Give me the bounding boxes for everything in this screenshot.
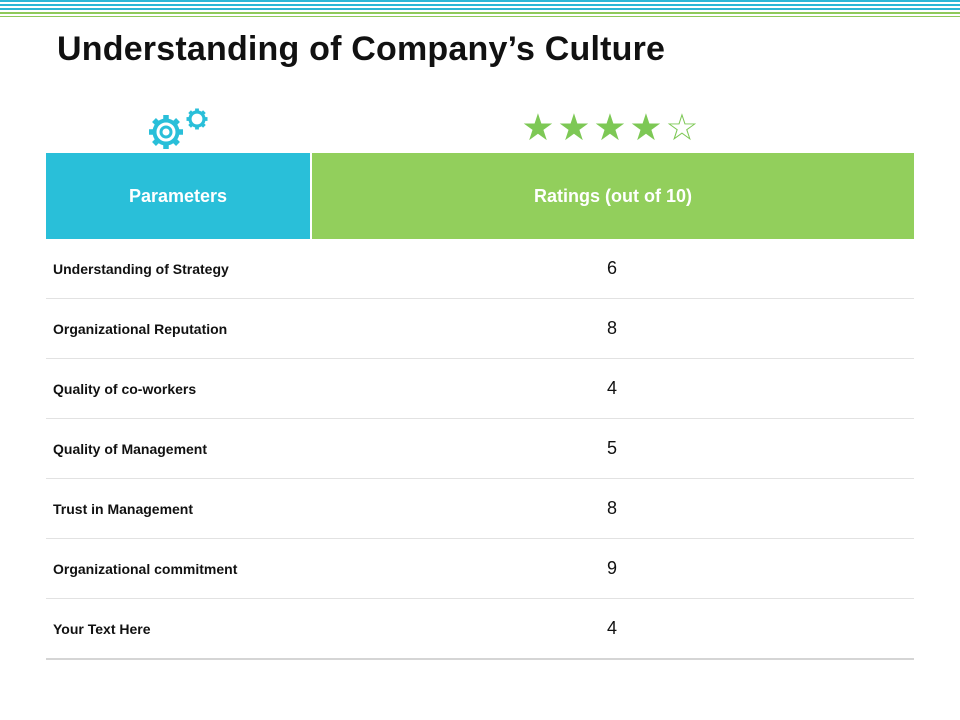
table-row: Trust in Management 8 xyxy=(46,479,914,539)
parameter-cell: Your Text Here xyxy=(53,620,151,637)
star-filled-icon: ★ xyxy=(593,106,627,149)
header-parameters: Parameters xyxy=(46,153,310,239)
table-row: Organizational commitment 9 xyxy=(46,539,914,599)
rating-cell: 4 xyxy=(606,378,617,398)
star-rating-icon: ★★★★☆ xyxy=(520,108,700,148)
star-filled-icon: ★ xyxy=(521,106,555,149)
table-header: Parameters Ratings (out of 10) xyxy=(46,153,914,239)
top-decorative-lines xyxy=(0,0,960,20)
table-row: Quality of co-workers 4 xyxy=(46,359,914,419)
star-filled-icon: ★ xyxy=(557,106,591,149)
rating-cell: 8 xyxy=(606,498,617,518)
star-filled-icon: ★ xyxy=(629,106,663,149)
parameter-cell: Quality of Management xyxy=(53,440,208,457)
parameter-cell: Organizational Reputation xyxy=(53,320,228,337)
gears-icon xyxy=(149,108,208,149)
table-row: Your Text Here 4 xyxy=(46,599,914,660)
table-row: Understanding of Strategy 6 xyxy=(46,239,914,299)
header-ratings: Ratings (out of 10) xyxy=(310,153,914,239)
parameter-cell: Quality of co-workers xyxy=(53,380,197,397)
rating-cell: 8 xyxy=(606,318,617,338)
rating-cell: 6 xyxy=(606,258,617,278)
rating-cell: 4 xyxy=(606,618,617,638)
star-empty-icon: ☆ xyxy=(665,106,699,149)
page-title: Understanding of Company’s Culture xyxy=(57,30,666,68)
parameter-cell: Trust in Management xyxy=(53,500,194,517)
rating-cell: 9 xyxy=(606,558,617,578)
table-row: Quality of Management 5 xyxy=(46,419,914,479)
parameter-cell: Understanding of Strategy xyxy=(53,260,229,277)
culture-ratings-table: Parameters Ratings (out of 10) Understan… xyxy=(46,153,914,660)
rating-cell: 5 xyxy=(606,438,617,458)
table-row: Organizational Reputation 8 xyxy=(46,299,914,359)
parameter-cell: Organizational commitment xyxy=(53,560,238,577)
